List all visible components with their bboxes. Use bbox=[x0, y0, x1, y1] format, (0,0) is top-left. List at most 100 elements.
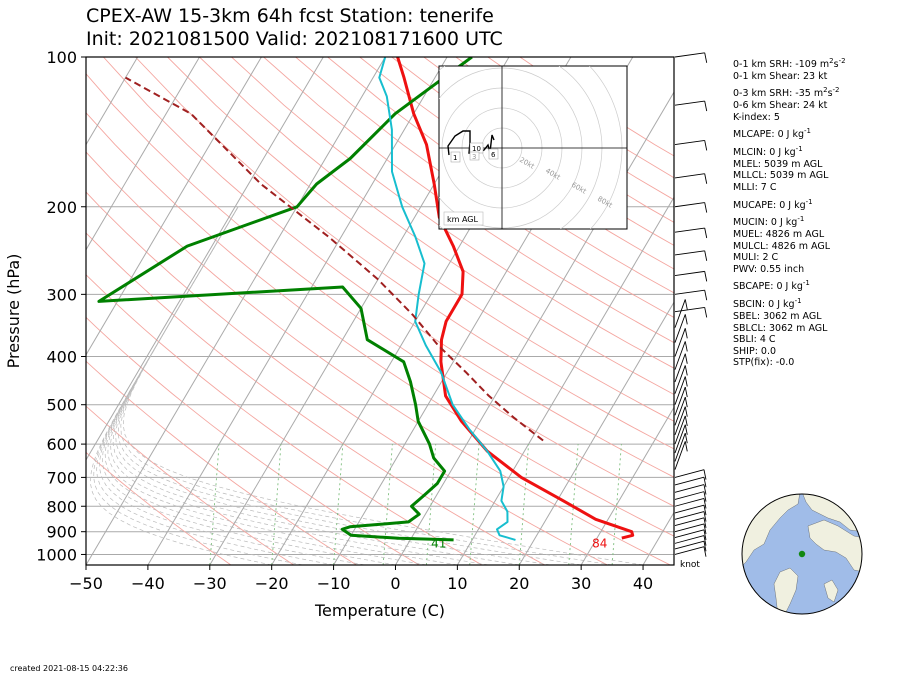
barb-shaft bbox=[674, 365, 686, 394]
stat-line: MUCAPE: 0 J kg-1 bbox=[733, 197, 813, 211]
x-tick-label: 40 bbox=[633, 574, 653, 593]
barb-flag bbox=[703, 484, 707, 495]
parcel-annotation: 84 bbox=[592, 536, 607, 550]
barb-shaft bbox=[674, 353, 686, 383]
mixing-ratio-line bbox=[425, 444, 437, 565]
sounding-indices: 0-1 km SRH: -109 m2s-2 0-1 km Shear: 23 k… bbox=[733, 56, 846, 369]
wind-barb bbox=[674, 469, 707, 480]
dry-adiabat bbox=[263, 57, 674, 344]
barb-shaft bbox=[674, 270, 705, 276]
barb-flag bbox=[684, 299, 688, 310]
barb-shaft bbox=[674, 396, 686, 426]
x-axis-label: Temperature (C) bbox=[314, 601, 445, 620]
mixing-ratio-line bbox=[568, 444, 579, 565]
barb-shaft bbox=[674, 517, 705, 527]
stat-line: 0-1 km Shear: 23 kt bbox=[733, 70, 828, 82]
barb-shaft bbox=[674, 498, 705, 507]
wind-barb bbox=[674, 424, 688, 454]
y-tick-label: 1000 bbox=[36, 545, 77, 564]
wind-barbs bbox=[674, 52, 708, 557]
barb-flag bbox=[703, 546, 707, 557]
moist-adiabat bbox=[93, 206, 303, 565]
station-marker bbox=[798, 550, 806, 558]
barb-shaft bbox=[674, 227, 705, 233]
x-tick-label: 30 bbox=[571, 574, 591, 593]
barb-shaft bbox=[674, 289, 705, 295]
wind-barb bbox=[674, 504, 707, 516]
hodograph-inset: 20kt 40kt 60kt 80kt 1 10 3 6 km AGL bbox=[438, 65, 628, 230]
dry-adiabat bbox=[86, 451, 232, 565]
hodo-height-label: 1 bbox=[453, 154, 457, 162]
x-tick-label: −20 bbox=[255, 574, 289, 593]
wind-barb bbox=[674, 173, 708, 184]
mixing-ratio-line bbox=[333, 444, 344, 565]
barb-shaft bbox=[674, 535, 705, 544]
stat-line: MUEL: 4826 m AGL bbox=[733, 229, 825, 241]
stat-line: MLLI: 7 C bbox=[733, 181, 777, 193]
dry-adiabat bbox=[295, 57, 674, 318]
x-tick-label: 20 bbox=[509, 574, 529, 593]
y-tick-label: 500 bbox=[46, 396, 77, 415]
mixing-ratio-line bbox=[271, 444, 282, 565]
wind-barb bbox=[674, 396, 688, 426]
isotherm-line bbox=[580, 406, 674, 565]
y-tick-label: 900 bbox=[46, 523, 77, 542]
barb-flag bbox=[703, 541, 707, 552]
x-tick-label: −40 bbox=[131, 574, 165, 593]
isotherm-line bbox=[86, 57, 262, 356]
mixing-ratio-line bbox=[518, 444, 530, 565]
barb-shaft bbox=[674, 406, 686, 436]
barb-shaft bbox=[674, 484, 705, 493]
stat-line: MULCL: 4826 m AGL bbox=[733, 240, 831, 252]
stat-line: MULI: 2 C bbox=[733, 252, 779, 264]
barb-shaft bbox=[674, 173, 705, 179]
barb-flag bbox=[704, 227, 708, 239]
barb-shaft bbox=[674, 433, 686, 462]
stat-line: MLCIN: 0 J kg-1 bbox=[733, 145, 803, 159]
barb-shaft bbox=[674, 491, 705, 500]
barb-shaft bbox=[674, 139, 705, 146]
wind-barb bbox=[674, 307, 708, 318]
dry-adiabat bbox=[327, 57, 674, 294]
series-parcel bbox=[125, 76, 544, 442]
barb-flag bbox=[703, 517, 707, 528]
barb-shaft bbox=[674, 529, 705, 539]
wind-barb bbox=[674, 517, 707, 528]
stat-line: MLLCL: 5039 m AGL bbox=[733, 170, 829, 182]
barb-shaft bbox=[674, 546, 705, 555]
dry-adiabat bbox=[199, 57, 674, 395]
barb-flag bbox=[684, 415, 688, 426]
barb-flag bbox=[684, 433, 688, 444]
barb-shaft bbox=[674, 100, 705, 106]
dry-adiabat bbox=[135, 57, 674, 450]
wind-barb bbox=[674, 546, 707, 557]
barb-flag bbox=[704, 307, 708, 318]
wind-barb bbox=[674, 52, 708, 63]
hodo-height-label: 6 bbox=[491, 151, 496, 159]
barb-flag bbox=[704, 140, 708, 151]
stat-line: SBEL: 3062 m AGL bbox=[733, 310, 822, 322]
y-tick-label: 600 bbox=[46, 435, 77, 454]
barb-flag bbox=[704, 100, 708, 112]
series-temperature bbox=[396, 57, 635, 540]
wind-barb bbox=[674, 433, 688, 462]
stat-line: MLEL: 5039 m AGL bbox=[733, 158, 823, 170]
wind-barb bbox=[674, 484, 707, 495]
isotherm-line bbox=[395, 91, 674, 565]
barb-flag bbox=[684, 376, 688, 387]
isotherm-line bbox=[456, 196, 674, 565]
stat-line: K-index: 5 bbox=[733, 111, 780, 123]
x-tick-label: −50 bbox=[69, 574, 103, 593]
hodo-height-label: 10 bbox=[472, 145, 481, 153]
barb-flag bbox=[703, 491, 707, 502]
barb-flag bbox=[704, 202, 708, 213]
moist-adiabat bbox=[96, 206, 334, 565]
y-tick-label: 300 bbox=[46, 285, 77, 304]
stat-line: STP(fix): -0.0 bbox=[733, 357, 795, 369]
stat-line: MLCAPE: 0 J kg-1 bbox=[733, 127, 811, 141]
hodo-height-label: 3 bbox=[472, 153, 476, 161]
dry-adiabat bbox=[86, 360, 357, 565]
wind-barb bbox=[674, 100, 708, 112]
mixing-ratio-line bbox=[209, 444, 220, 565]
barb-flag bbox=[703, 529, 707, 540]
